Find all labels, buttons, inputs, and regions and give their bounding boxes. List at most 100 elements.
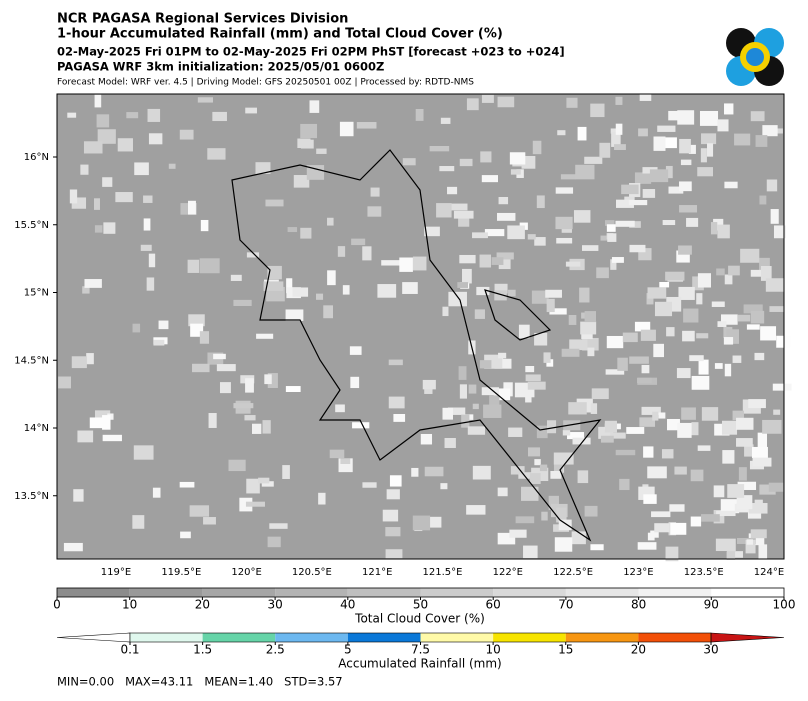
cloud-patch xyxy=(610,128,621,134)
cloud-patch xyxy=(96,114,110,128)
cloud-patch xyxy=(267,265,282,280)
cloud-patch xyxy=(732,410,744,421)
cloud-patch xyxy=(568,402,587,415)
cloud-patch xyxy=(426,516,442,528)
cloud-patch xyxy=(168,163,176,169)
cloud-patch xyxy=(754,352,765,361)
rain-tick-label: 5 xyxy=(344,643,352,657)
cloud-patch xyxy=(681,407,696,420)
cloud-patch xyxy=(580,321,597,335)
cloud-tick-label: 90 xyxy=(704,598,719,612)
cloud-patch xyxy=(688,144,696,154)
cloud-patch xyxy=(748,533,765,546)
cloud-patch xyxy=(639,94,652,101)
cloud-patch xyxy=(650,530,659,538)
lat-tick-label: 13.5°N xyxy=(14,491,49,502)
cloud-patch xyxy=(293,175,310,188)
cloud-patch xyxy=(389,475,402,487)
cloud-patch xyxy=(385,527,401,537)
cloud-patch xyxy=(654,523,670,533)
cloud-patch xyxy=(776,335,791,348)
cloud-patch xyxy=(532,140,542,155)
cloud-patch xyxy=(481,387,499,396)
cloud-patch xyxy=(126,112,139,119)
cloud-patch xyxy=(653,136,666,151)
cloud-patch xyxy=(572,437,591,445)
cloud-patch xyxy=(497,212,516,221)
cloud-patch xyxy=(641,364,650,374)
cloud-patch xyxy=(494,358,512,369)
cloud-patch xyxy=(680,159,692,166)
cloud-patch xyxy=(676,368,691,379)
cloud-patch xyxy=(399,257,413,272)
cloud-patch xyxy=(349,346,362,355)
lon-tick-label: 121°E xyxy=(362,567,392,578)
cloud-patch xyxy=(769,306,785,312)
cloud-patch xyxy=(459,254,476,264)
cloud-tick-label: 30 xyxy=(267,598,282,612)
cloud-patch xyxy=(453,210,474,219)
cloud-patch xyxy=(743,304,763,314)
cloud-patch xyxy=(615,96,623,105)
cloud-patch xyxy=(436,203,452,218)
cloud-patch xyxy=(468,384,477,394)
cloud-patch xyxy=(143,218,151,231)
lon-tick-label: 120.5°E xyxy=(292,567,332,578)
cloud-patch xyxy=(724,363,732,377)
cloud-patch xyxy=(556,237,573,244)
cloud-patch xyxy=(558,519,572,531)
cloud-patch xyxy=(367,206,382,217)
cloud-patch xyxy=(643,446,654,458)
cloud-patch xyxy=(546,359,554,367)
cloud-patch xyxy=(323,305,334,319)
cloud-patch xyxy=(315,293,324,300)
cloud-patch xyxy=(720,314,738,325)
cloud-patch xyxy=(153,339,165,346)
cloud-patch xyxy=(362,246,372,261)
cloud-patch xyxy=(710,222,718,235)
cloud-patch xyxy=(651,511,671,518)
cloud-patch xyxy=(233,299,252,306)
cloud-patch xyxy=(422,379,436,390)
cloud-patch xyxy=(590,403,598,414)
cloud-patch xyxy=(262,420,271,434)
cloud-patch xyxy=(476,286,490,296)
cloud-patch xyxy=(698,359,709,375)
cloud-patch xyxy=(71,356,87,369)
cloud-tick-label: 80 xyxy=(631,598,646,612)
cloud-patch xyxy=(412,256,427,271)
cloud-patch xyxy=(510,466,525,475)
cloud-patch xyxy=(643,494,657,504)
cloud-patch xyxy=(611,132,621,147)
cloud-patch xyxy=(58,376,71,389)
cloud-patch xyxy=(679,205,698,213)
cloud-patch xyxy=(679,181,692,192)
cloud-patch xyxy=(567,432,585,440)
cloud-patch xyxy=(424,226,440,237)
cloud-patch xyxy=(507,225,525,240)
cloud-patch xyxy=(696,293,703,305)
cloud-patch xyxy=(192,363,210,373)
cloud-patch xyxy=(654,301,673,317)
cloud-patch xyxy=(628,199,648,206)
cloud-patch xyxy=(689,355,704,362)
cloud-patch xyxy=(89,417,106,429)
cloud-patch xyxy=(634,321,651,332)
cloud-patch xyxy=(515,516,535,524)
cloud-patch xyxy=(316,148,327,154)
lon-tick-label: 124°E xyxy=(754,567,784,578)
cloud-patch xyxy=(256,333,274,339)
cloud-patch xyxy=(115,192,133,203)
cloud-patch xyxy=(668,186,684,194)
cloud-patch xyxy=(607,233,617,242)
rain-swatch xyxy=(493,633,566,642)
cloud-patch xyxy=(481,94,494,103)
cloud-patch xyxy=(497,532,516,545)
cloud-patch xyxy=(479,360,492,369)
cloud-patch xyxy=(639,417,656,427)
cloud-patch xyxy=(569,339,588,351)
cloud-patch xyxy=(642,189,656,198)
cloud-patch xyxy=(546,298,555,313)
cloud-patch xyxy=(233,403,254,409)
